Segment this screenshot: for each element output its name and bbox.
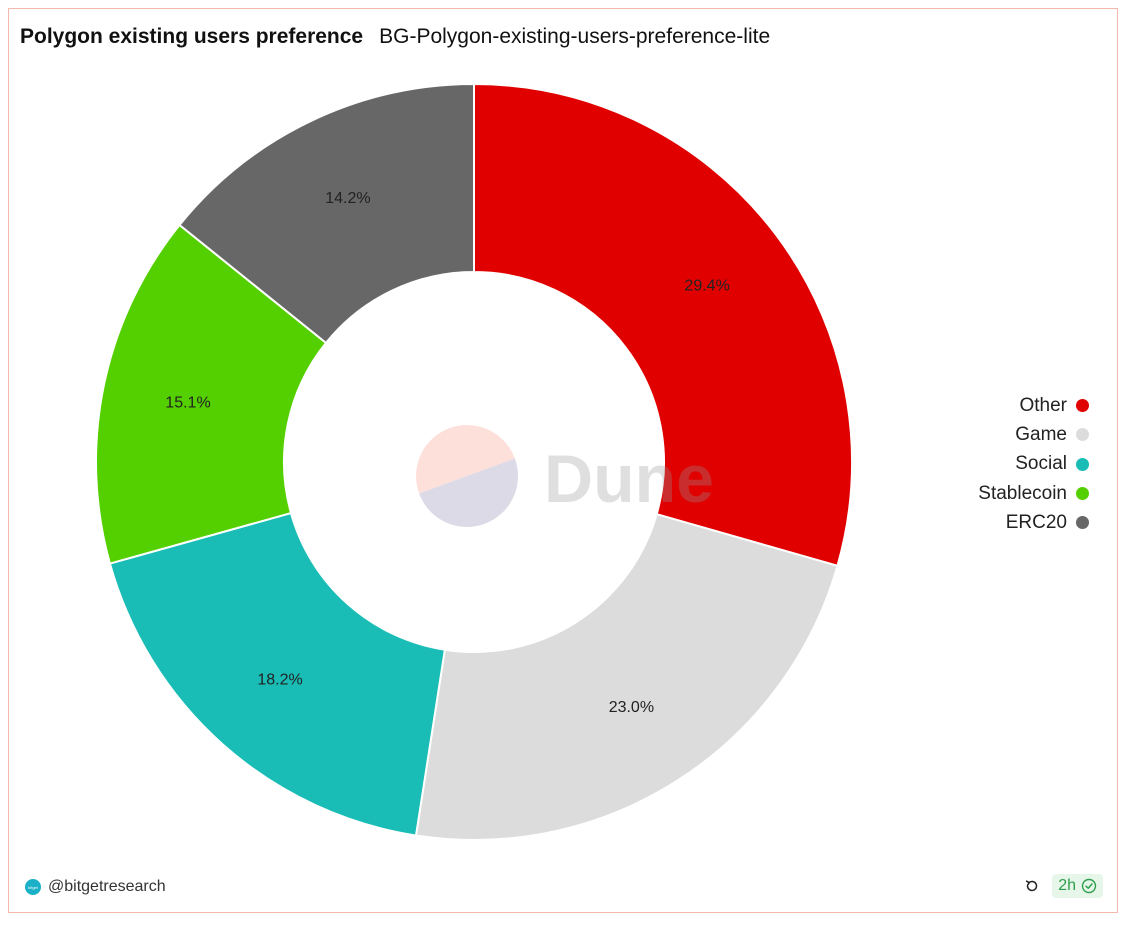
slice-label-social: 18.2% bbox=[257, 672, 302, 689]
slice-stablecoin[interactable] bbox=[95, 223, 328, 565]
avatar-text: bitget bbox=[28, 884, 38, 890]
slice-label-stablecoin: 15.1% bbox=[165, 394, 210, 411]
legend-dot bbox=[1076, 457, 1089, 471]
slice-label-erc20: 14.2% bbox=[325, 190, 370, 207]
avatar: bitget bbox=[25, 879, 41, 895]
chart-title: Polygon existing users preference bbox=[20, 25, 364, 48]
slice-erc20[interactable] bbox=[178, 82, 475, 345]
refresh-age: 2h bbox=[1058, 877, 1076, 894]
legend-label: Other bbox=[1019, 394, 1067, 416]
legend-item-game[interactable]: Game bbox=[978, 420, 1089, 449]
legend-label: Social bbox=[1015, 453, 1067, 475]
query-name[interactable]: BG-Polygon-existing-users-preference-lit… bbox=[379, 25, 771, 48]
slice-other[interactable] bbox=[473, 82, 853, 568]
donut-chart: Dune 29.4% 23.0% 18.2% 15.1% 14.2% bbox=[95, 82, 853, 841]
legend-dot bbox=[1076, 399, 1089, 413]
author-link[interactable]: bitget @bitgetresearch bbox=[25, 878, 166, 896]
chart-card: Polygon existing users preference BG-Pol… bbox=[8, 8, 1118, 913]
dune-watermark: Dune bbox=[416, 425, 714, 527]
chart-legend: Other Game Social Stablecoin ERC20 bbox=[978, 391, 1089, 537]
check-badge-icon bbox=[1081, 878, 1097, 894]
slice-social[interactable] bbox=[108, 511, 446, 837]
legend-label: Stablecoin bbox=[978, 482, 1067, 504]
refresh-age-badge: 2h bbox=[1052, 874, 1103, 898]
dune-logo-top bbox=[416, 425, 515, 494]
dune-logo-bottom bbox=[419, 458, 518, 527]
slice-label-other: 29.4% bbox=[684, 277, 729, 294]
author-name: @bitgetresearch bbox=[48, 878, 166, 895]
slice-label-game: 23.0% bbox=[609, 699, 654, 716]
legend-item-other[interactable]: Other bbox=[978, 391, 1089, 420]
legend-label: Game bbox=[1015, 423, 1067, 445]
legend-item-social[interactable]: Social bbox=[978, 450, 1089, 479]
legend-dot bbox=[1076, 428, 1089, 442]
legend-item-erc20[interactable]: ERC20 bbox=[978, 508, 1089, 537]
footer-actions: 2h bbox=[1024, 874, 1103, 898]
slice-game[interactable] bbox=[414, 512, 839, 841]
legend-item-stablecoin[interactable]: Stablecoin bbox=[978, 479, 1089, 508]
legend-dot bbox=[1076, 487, 1089, 501]
legend-dot bbox=[1076, 516, 1089, 530]
chart-header: Polygon existing users preference BG-Pol… bbox=[20, 25, 770, 49]
legend-label: ERC20 bbox=[1005, 511, 1067, 533]
refresh-icon[interactable] bbox=[1024, 878, 1040, 894]
dune-watermark-text: Dune bbox=[544, 441, 714, 517]
